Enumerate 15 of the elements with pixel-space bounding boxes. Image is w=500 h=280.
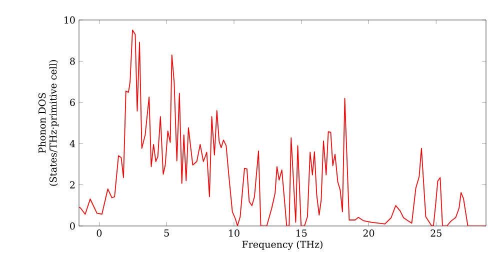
y-tick-label: 8: [70, 58, 75, 65]
x-axis-title: Frequency (THz): [242, 240, 322, 250]
y-tick-label: 0: [70, 222, 75, 230]
x-tick-label: 10: [229, 230, 240, 237]
y-tick-label: 4: [70, 140, 75, 148]
x-tick-label: 20: [363, 230, 374, 237]
x-tick-label: 25: [430, 230, 442, 237]
x-tick-label: 0: [96, 230, 102, 237]
y-tick-label: 6: [70, 98, 75, 106]
line-series: [79, 30, 486, 226]
y-axis-title: Phonon DOS (States/THz·primitive cell): [38, 60, 59, 186]
x-tick-label: 5: [164, 230, 169, 237]
x-tick-label: 15: [296, 230, 307, 237]
y-tick-label: 10: [64, 16, 75, 24]
y-tick-label: 2: [70, 181, 75, 188]
